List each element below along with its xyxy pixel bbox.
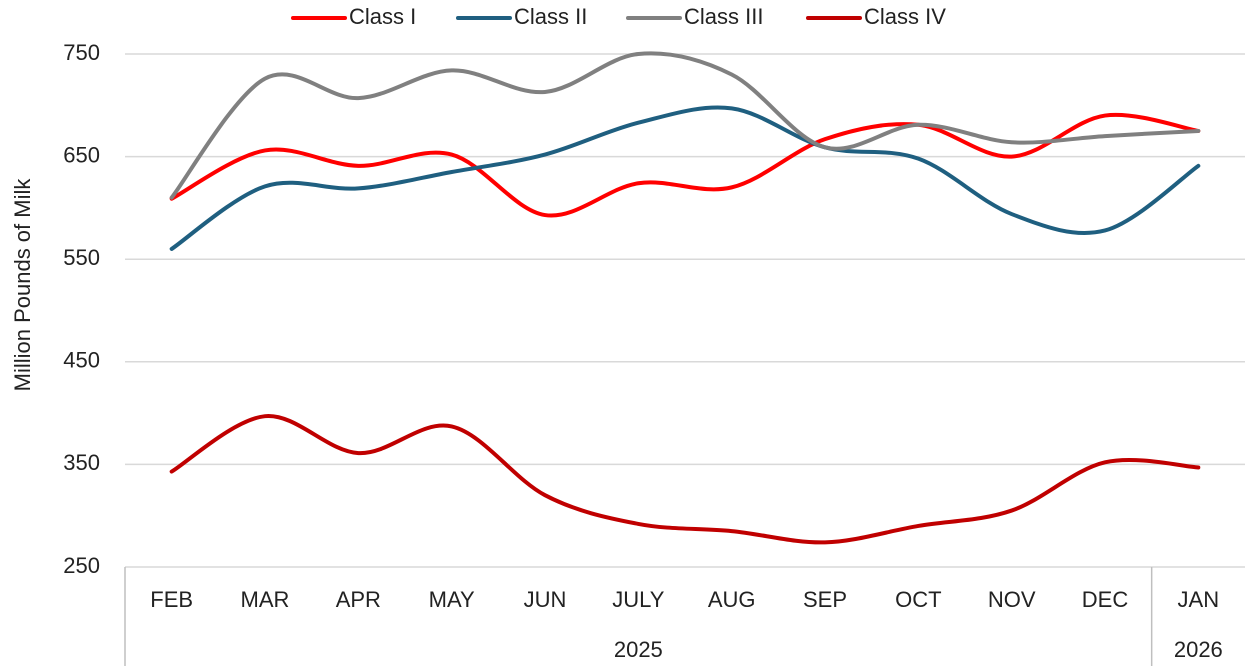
x-group-label: 2026 [1174,637,1223,662]
x-group-label: 2025 [614,637,663,662]
x-tick-label: JULY [612,587,664,612]
y-tick-label: 750 [63,40,100,65]
legend-label: Class III [684,4,763,29]
x-tick-label: MAR [241,587,290,612]
series-line [169,112,1201,218]
y-axis-label: Million Pounds of Milk [10,178,35,392]
x-tick-label: NOV [988,587,1036,612]
y-tick-label: 350 [63,450,100,475]
x-tick-label: AUG [708,587,756,612]
y-tick-label: 250 [63,553,100,578]
y-tick-label: 550 [63,245,100,270]
x-tick-label: DEC [1082,587,1129,612]
legend-label: Class I [349,4,416,29]
x-tick-label: MAY [429,587,475,612]
x-tick-label: FEB [150,587,193,612]
legend-label: Class II [514,4,587,29]
series-line [169,414,1201,545]
x-tick-label: APR [336,587,381,612]
legend-label: Class IV [864,4,946,29]
x-tick-label: JUN [524,587,567,612]
series-line [169,105,1201,251]
y-tick-label: 650 [63,142,100,167]
series-line [169,51,1201,200]
y-tick-label: 450 [63,348,100,373]
x-tick-label: SEP [803,587,847,612]
x-tick-label: OCT [895,587,941,612]
x-tick-label: JAN [1178,587,1220,612]
